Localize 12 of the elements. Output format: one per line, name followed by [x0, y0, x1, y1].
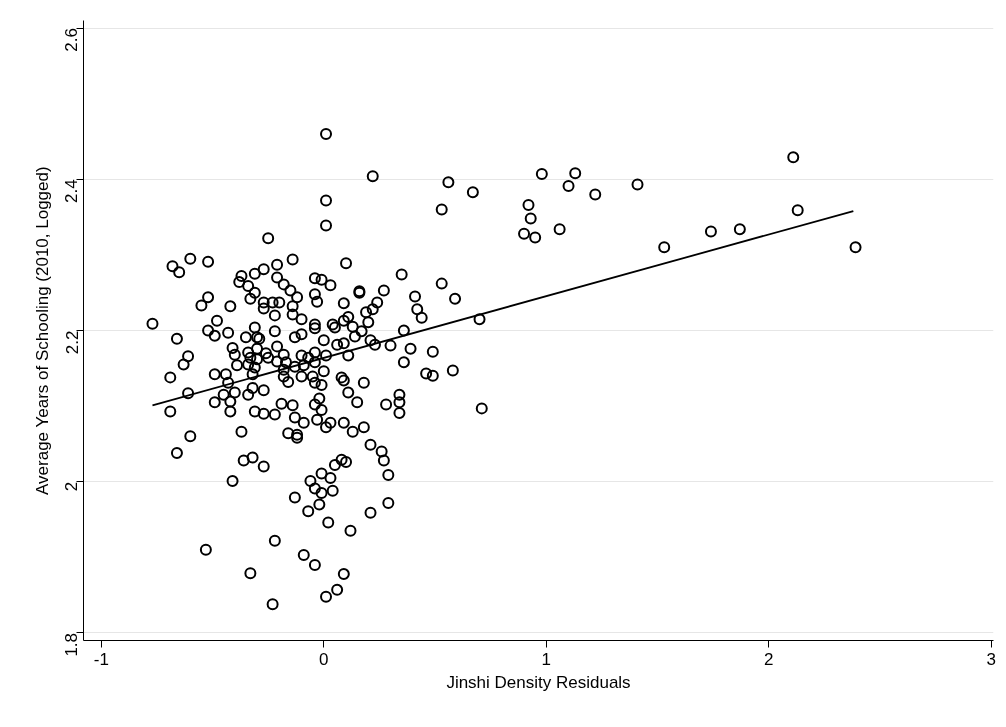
- x-tick-label: 1: [541, 649, 552, 669]
- y-tick-label: 2: [62, 481, 82, 492]
- y-axis-title: Average Years of Schooling (2010, Logged): [32, 166, 52, 495]
- x-axis-title: Jinshi Density Residuals: [446, 672, 631, 692]
- x-tick-label: 2: [764, 649, 774, 669]
- x-tick-label: -1: [93, 649, 109, 669]
- x-tick-label: 3: [986, 649, 997, 669]
- y-tick-label: 2.2: [62, 330, 82, 355]
- x-tick-label: 0: [319, 649, 329, 669]
- y-tick-label: 2.4: [62, 179, 82, 203]
- y-tick-label: 1.8: [62, 632, 82, 657]
- y-tick-label: 2.6: [62, 28, 82, 52]
